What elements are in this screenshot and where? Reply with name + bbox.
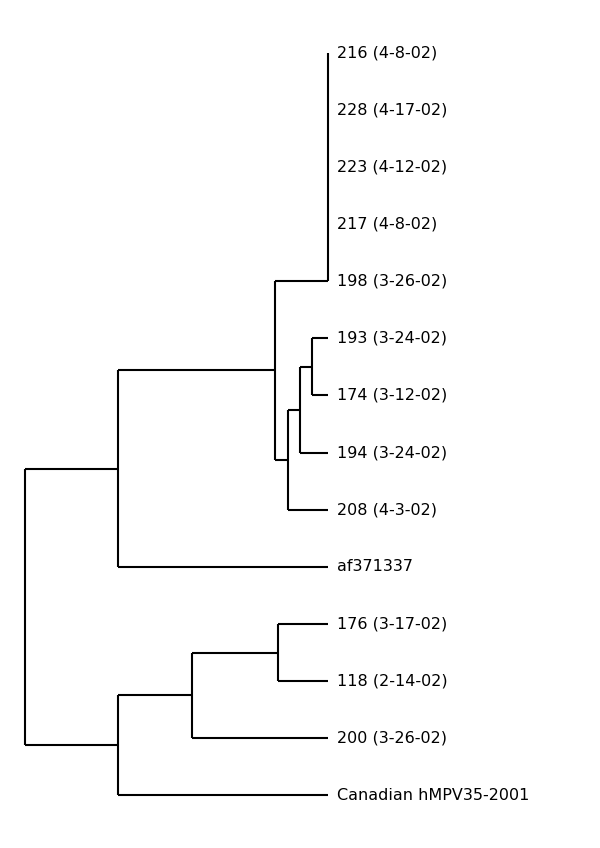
Text: 176 (3-17-02): 176 (3-17-02) <box>337 616 447 632</box>
Text: 200 (3-26-02): 200 (3-26-02) <box>337 731 447 745</box>
Text: 193 (3-24-02): 193 (3-24-02) <box>337 331 447 346</box>
Text: 198 (3-26-02): 198 (3-26-02) <box>337 274 447 288</box>
Text: 194 (3-24-02): 194 (3-24-02) <box>337 445 447 460</box>
Text: 228 (4-17-02): 228 (4-17-02) <box>337 103 448 117</box>
Text: Canadian hMPV35-2001: Canadian hMPV35-2001 <box>337 788 529 803</box>
Text: 223 (4-12-02): 223 (4-12-02) <box>337 159 447 175</box>
Text: 174 (3-12-02): 174 (3-12-02) <box>337 388 447 403</box>
Text: 216 (4-8-02): 216 (4-8-02) <box>337 45 437 60</box>
Text: 217 (4-8-02): 217 (4-8-02) <box>337 216 437 232</box>
Text: 118 (2-14-02): 118 (2-14-02) <box>337 673 448 689</box>
Text: 208 (4-3-02): 208 (4-3-02) <box>337 502 437 517</box>
Text: af371337: af371337 <box>337 560 413 574</box>
